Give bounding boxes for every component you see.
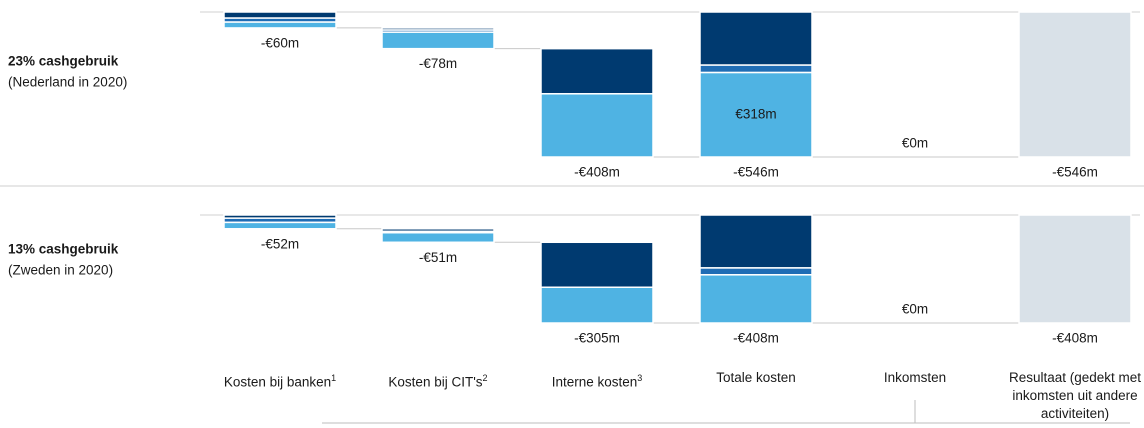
category-text: Kosten bij banken [223, 374, 332, 390]
value-label: -€546m [1052, 165, 1098, 180]
segment-label: €318m [735, 106, 776, 121]
category-label: Totale kosten [681, 369, 831, 387]
bar-segment [540, 93, 654, 158]
value-label: €0m [902, 302, 928, 317]
bar-segment [223, 221, 337, 230]
value-label: -€305m [574, 331, 620, 346]
category-label: Kosten bij banken1 [205, 369, 355, 392]
value-label: -€408m [733, 331, 779, 346]
value-label: -€546m [733, 165, 779, 180]
category-text: Resultaat (gedekt met inkomsten uit ande… [1008, 370, 1142, 421]
category-text: Totale kosten [716, 370, 796, 385]
bar-segment [381, 231, 495, 244]
value-label: -€78m [419, 56, 457, 71]
value-label: -€408m [574, 165, 620, 180]
bar-segment [699, 71, 813, 158]
bar-segment [699, 274, 813, 324]
category-label: Inkomsten [840, 369, 990, 387]
bar-segment [1018, 11, 1132, 158]
value-label: -€52m [261, 236, 299, 251]
panel-title: 13% cashgebruik [8, 242, 119, 257]
category-label: Resultaat (gedekt met inkomsten uit ande… [1000, 369, 1144, 423]
footnote-mark: 3 [637, 373, 643, 383]
bar-segment [699, 267, 813, 276]
bar-segment [540, 286, 654, 324]
bar-segment [381, 31, 495, 50]
bar-segment [699, 214, 813, 269]
bar-segment [223, 11, 337, 19]
category-label: Interne kosten3 [522, 369, 672, 392]
bar-segment [540, 241, 654, 289]
bar-segment [223, 21, 337, 29]
panel-title: 23% cashgebruik [8, 54, 119, 69]
panel-subtitle: (Nederland in 2020) [8, 75, 127, 90]
category-label: Kosten bij CIT's2 [363, 369, 513, 392]
bar-segment [699, 64, 813, 74]
value-label: -€60m [261, 35, 299, 50]
value-label: €0m [902, 136, 928, 151]
bar-segment [540, 47, 654, 95]
category-text: Interne kosten [551, 374, 638, 390]
category-text: Kosten bij CIT's [388, 374, 483, 390]
value-label: -€408m [1052, 331, 1098, 346]
bar-segment [699, 11, 813, 66]
panel-subtitle: (Zweden in 2020) [8, 263, 113, 278]
footnote-mark: 2 [482, 373, 488, 383]
footnote-mark: 1 [331, 373, 337, 383]
category-text: Inkomsten [883, 370, 947, 385]
value-label: -€51m [419, 250, 457, 265]
bar-segment [1018, 214, 1132, 324]
